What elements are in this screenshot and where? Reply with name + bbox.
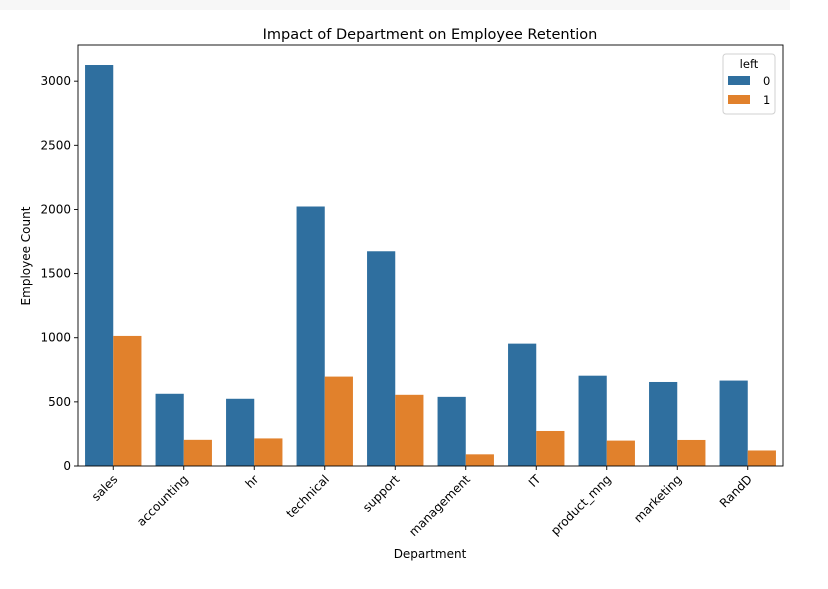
top-strip — [0, 0, 790, 10]
bar-marketing-series-1 — [677, 439, 706, 466]
bar-IT-series-0 — [508, 343, 537, 466]
x-tick-label-product_mng: product_mng — [548, 472, 614, 538]
bar-technical-series-1 — [324, 376, 353, 466]
y-axis: 0 500 1000 1500 2000 2500 3000 — [40, 74, 78, 473]
x-axis: sales accounting hr technical support managem… — [89, 466, 755, 539]
bars-group — [85, 65, 776, 466]
bar-RandD-series-1 — [747, 450, 776, 466]
legend: left 0 1 — [722, 53, 776, 115]
y-tick-label: 3000 — [40, 74, 71, 88]
bar-RandD-series-0 — [719, 380, 748, 466]
x-tick-label-sales: sales — [89, 472, 121, 504]
y-axis-title: Employee Count — [19, 206, 33, 305]
legend-title: left — [740, 57, 759, 71]
x-tick-label-IT: IT — [526, 472, 544, 490]
x-tick-label-technical: technical — [283, 472, 331, 520]
y-tick-label: 2000 — [40, 202, 71, 216]
bar-hr-series-0 — [226, 398, 255, 466]
y-tick-label: 500 — [48, 395, 71, 409]
bar-sales-series-1 — [113, 335, 142, 466]
bar-management-series-0 — [437, 396, 466, 466]
bar-sales-series-0 — [85, 65, 114, 466]
legend-swatch-0 — [728, 76, 750, 85]
x-axis-title: Department — [394, 547, 467, 561]
bar-hr-series-1 — [254, 438, 283, 466]
legend-label-1: 1 — [763, 93, 770, 107]
legend-swatch-1 — [728, 95, 750, 104]
bar-accounting-series-0 — [155, 393, 184, 466]
plot-frame — [77, 44, 784, 467]
bar-marketing-series-0 — [649, 381, 678, 466]
bar-support-series-0 — [367, 251, 396, 466]
bar-management-series-1 — [465, 454, 494, 466]
x-tick-label-hr: hr — [243, 472, 262, 491]
legend-label-0: 0 — [763, 74, 770, 88]
bar-technical-series-0 — [296, 206, 325, 466]
bar-IT-series-1 — [536, 430, 565, 466]
y-tick-label: 1000 — [40, 331, 71, 345]
y-tick-label: 2500 — [40, 138, 71, 152]
x-tick-label-management: management — [406, 472, 473, 539]
chart-title: Impact of Department on Employee Retenti… — [263, 27, 598, 43]
bar-product_mng-series-1 — [606, 440, 635, 466]
bar-support-series-1 — [395, 394, 424, 466]
x-tick-label-marketing: marketing — [631, 472, 684, 525]
bar-product_mng-series-0 — [578, 375, 607, 466]
x-tick-label-accounting: accounting — [134, 472, 191, 529]
x-tick-label-RandD: RandD — [717, 472, 755, 510]
bar-accounting-series-1 — [183, 439, 212, 466]
y-tick-label: 0 — [63, 459, 71, 473]
y-tick-label: 1500 — [40, 267, 71, 281]
x-tick-label-support: support — [360, 472, 403, 515]
